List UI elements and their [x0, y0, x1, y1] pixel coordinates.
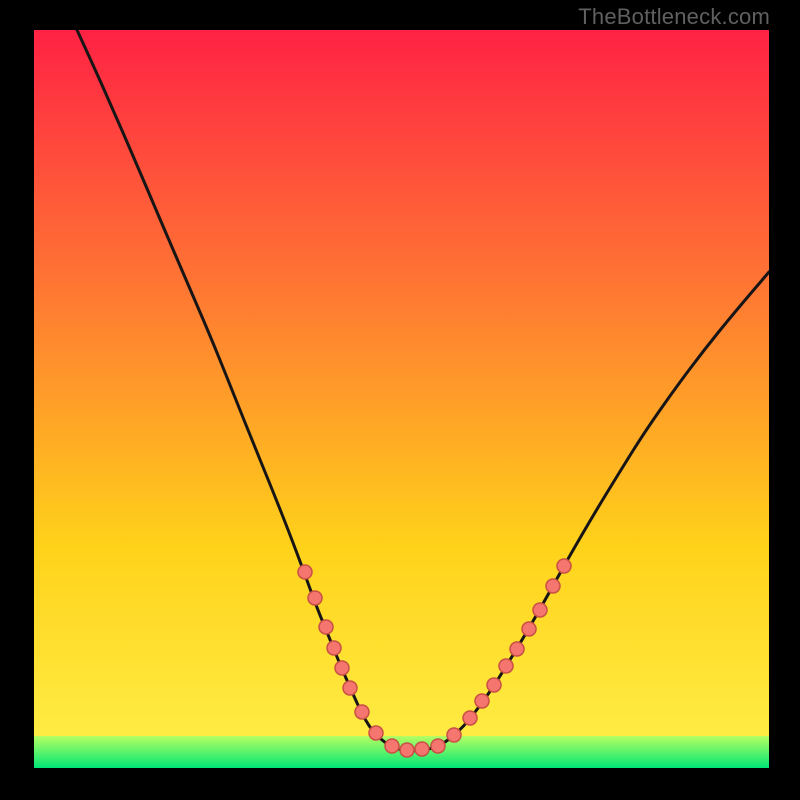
marker-point — [308, 591, 322, 605]
curve — [77, 30, 769, 751]
marker-point — [447, 728, 461, 742]
marker-point — [298, 565, 312, 579]
marker-point — [475, 694, 489, 708]
marker-point — [335, 661, 349, 675]
marker-point — [400, 743, 414, 757]
marker-point — [546, 579, 560, 593]
marker-point — [415, 742, 429, 756]
marker-point — [385, 739, 399, 753]
marker-point — [369, 726, 383, 740]
watermark-text: TheBottleneck.com — [578, 4, 770, 30]
marker-point — [431, 739, 445, 753]
marker-point — [355, 705, 369, 719]
marker-point — [510, 642, 524, 656]
marker-point — [319, 620, 333, 634]
marker-point — [533, 603, 547, 617]
marker-point — [522, 622, 536, 636]
stage: TheBottleneck.com — [0, 0, 800, 800]
plot-area — [34, 30, 769, 768]
marker-point — [499, 659, 513, 673]
marker-point — [557, 559, 571, 573]
marker-point — [487, 678, 501, 692]
marker-point — [327, 641, 341, 655]
plot-svg — [34, 30, 769, 768]
marker-point — [463, 711, 477, 725]
marker-point — [343, 681, 357, 695]
